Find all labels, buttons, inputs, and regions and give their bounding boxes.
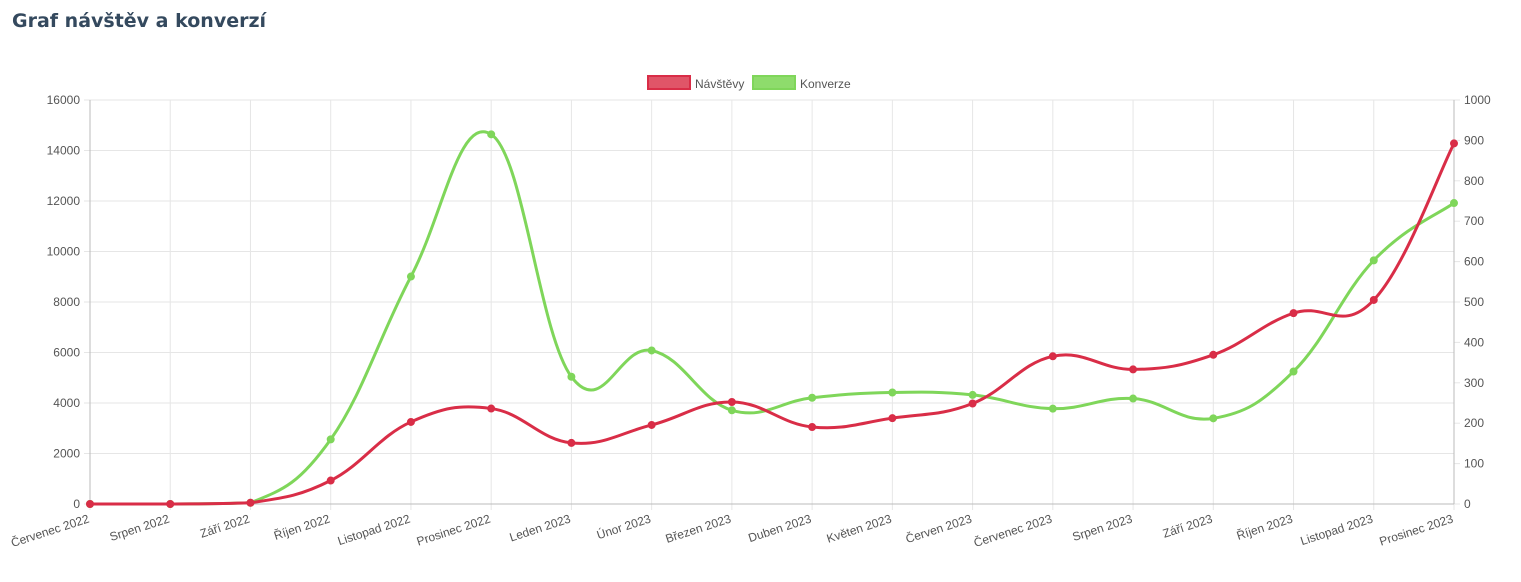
data-point-conversions [808, 393, 817, 402]
x-tick-label: Červenec 2023 [972, 510, 1054, 550]
data-point-visits [487, 404, 496, 413]
data-point-visits [1129, 365, 1138, 374]
y-right-tick-label: 900 [1464, 133, 1484, 147]
data-point-visits [246, 498, 255, 507]
x-tick-label: Listopad 2022 [336, 511, 412, 548]
series-lines [86, 130, 1458, 508]
y-left-tick-label: 8000 [53, 295, 80, 309]
data-point-visits [1289, 309, 1298, 318]
data-point-visits [968, 399, 977, 408]
data-point-visits [86, 500, 94, 508]
data-point-conversions [1209, 414, 1218, 423]
legend-item-conversions: Konverze [752, 75, 851, 91]
axes: 0 2000 4000 6000 8000 10000 12000 14000 16000 0 10… [9, 93, 1491, 550]
y-right-tick-label: 400 [1464, 335, 1484, 349]
x-tick-label: Leden 2023 [508, 511, 573, 544]
series-line-conversions [90, 130, 1455, 506]
x-tick-label: Prosinec 2022 [415, 511, 493, 548]
y-left-tick-label: 12000 [47, 194, 81, 208]
y-right-tick-label: 500 [1464, 295, 1484, 309]
legend: Návštěvy Konverze [647, 75, 851, 91]
data-point-conversions [888, 388, 897, 397]
y-right-tick-label: 600 [1464, 255, 1484, 269]
data-point-visits [567, 438, 576, 447]
data-point-conversions [647, 346, 656, 355]
grid [84, 99, 1460, 510]
y-left-tick-label: 16000 [47, 93, 81, 107]
data-point-conversions [1450, 199, 1458, 208]
data-point-visits [166, 500, 175, 508]
data-point-conversions [406, 272, 415, 281]
series-line-visits [90, 142, 1456, 506]
x-tick-label: Září 2023 [1161, 511, 1214, 540]
data-point-conversions [326, 435, 335, 444]
y-left-tick-label: 4000 [53, 396, 80, 410]
x-tick-label: Únor 2023 [595, 510, 653, 542]
legend-label: Návštěvy [695, 77, 744, 91]
data-point-visits [1048, 352, 1057, 361]
y-left-tick-label: 14000 [47, 144, 81, 158]
y-left-tick-label: 0 [73, 497, 80, 511]
x-tick-label: Červen 2023 [904, 510, 974, 546]
data-point-conversions [1048, 404, 1057, 413]
data-point-visits [1369, 295, 1378, 304]
data-point-conversions [1129, 394, 1138, 403]
y-right-tick-label: 700 [1464, 214, 1484, 228]
data-point-conversions [1369, 256, 1378, 265]
data-point-visits [888, 414, 897, 423]
x-tick-label: Říjen 2022 [272, 510, 332, 542]
y-right-tick-label: 800 [1464, 174, 1484, 188]
data-point-conversions [727, 406, 736, 415]
data-point-visits [1450, 139, 1458, 148]
y-right-tick-label: 200 [1464, 416, 1484, 430]
data-point-conversions [1289, 367, 1298, 376]
x-tick-label: Duben 2023 [747, 511, 814, 545]
data-point-conversions [968, 390, 977, 399]
data-point-visits [1209, 350, 1218, 359]
data-point-visits [326, 476, 335, 485]
y-left-tick-label: 10000 [47, 245, 81, 259]
x-tick-label: Listopad 2023 [1299, 511, 1375, 548]
data-point-visits [647, 420, 656, 429]
x-tick-label: Květen 2023 [825, 511, 894, 545]
x-tick-label: Srpen 2023 [1071, 511, 1135, 544]
y-right-tick-label: 1000 [1464, 93, 1491, 107]
y-right-tick-label: 0 [1464, 497, 1471, 511]
x-tick-label: Červenec 2022 [9, 510, 91, 550]
legend-label: Konverze [800, 77, 851, 91]
y-right-tick-label: 300 [1464, 376, 1484, 390]
x-tick-label: Srpen 2022 [108, 511, 172, 544]
data-point-visits [406, 417, 415, 426]
y-left-tick-label: 2000 [53, 447, 80, 461]
y-right-tick-label: 100 [1464, 457, 1484, 471]
y-left-tick-label: 6000 [53, 346, 80, 360]
x-tick-label: Prosinec 2023 [1378, 511, 1456, 548]
data-point-visits [808, 422, 817, 431]
data-point-conversions [567, 372, 576, 381]
x-tick-label: Září 2022 [198, 511, 251, 540]
x-tick-label: Říjen 2023 [1235, 510, 1295, 542]
legend-swatch [647, 75, 691, 90]
data-point-conversions [487, 130, 496, 139]
legend-swatch [752, 75, 796, 90]
data-point-visits [727, 397, 736, 406]
x-tick-label: Březen 2023 [664, 511, 733, 545]
legend-item-visits: Návštěvy [647, 75, 744, 91]
page-title: Graf návštěv a konverzí [12, 10, 267, 32]
